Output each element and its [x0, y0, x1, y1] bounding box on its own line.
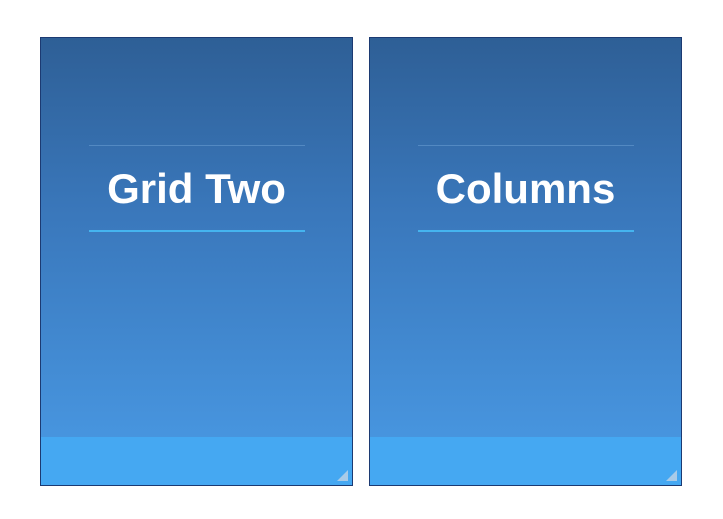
title-top-divider — [89, 145, 305, 146]
grid-panel-right: Columns — [369, 37, 682, 486]
resize-grip-icon[interactable] — [666, 470, 677, 481]
resize-grip-icon[interactable] — [337, 470, 348, 481]
panel-footer — [370, 437, 681, 485]
title-underline — [89, 230, 305, 232]
title-underline — [418, 230, 634, 232]
panel-title: Columns — [435, 165, 616, 212]
panel-footer — [41, 437, 352, 485]
panel-title: Grid Two — [107, 165, 286, 212]
title-top-divider — [418, 145, 634, 146]
grid-panel-left: Grid Two — [40, 37, 353, 486]
